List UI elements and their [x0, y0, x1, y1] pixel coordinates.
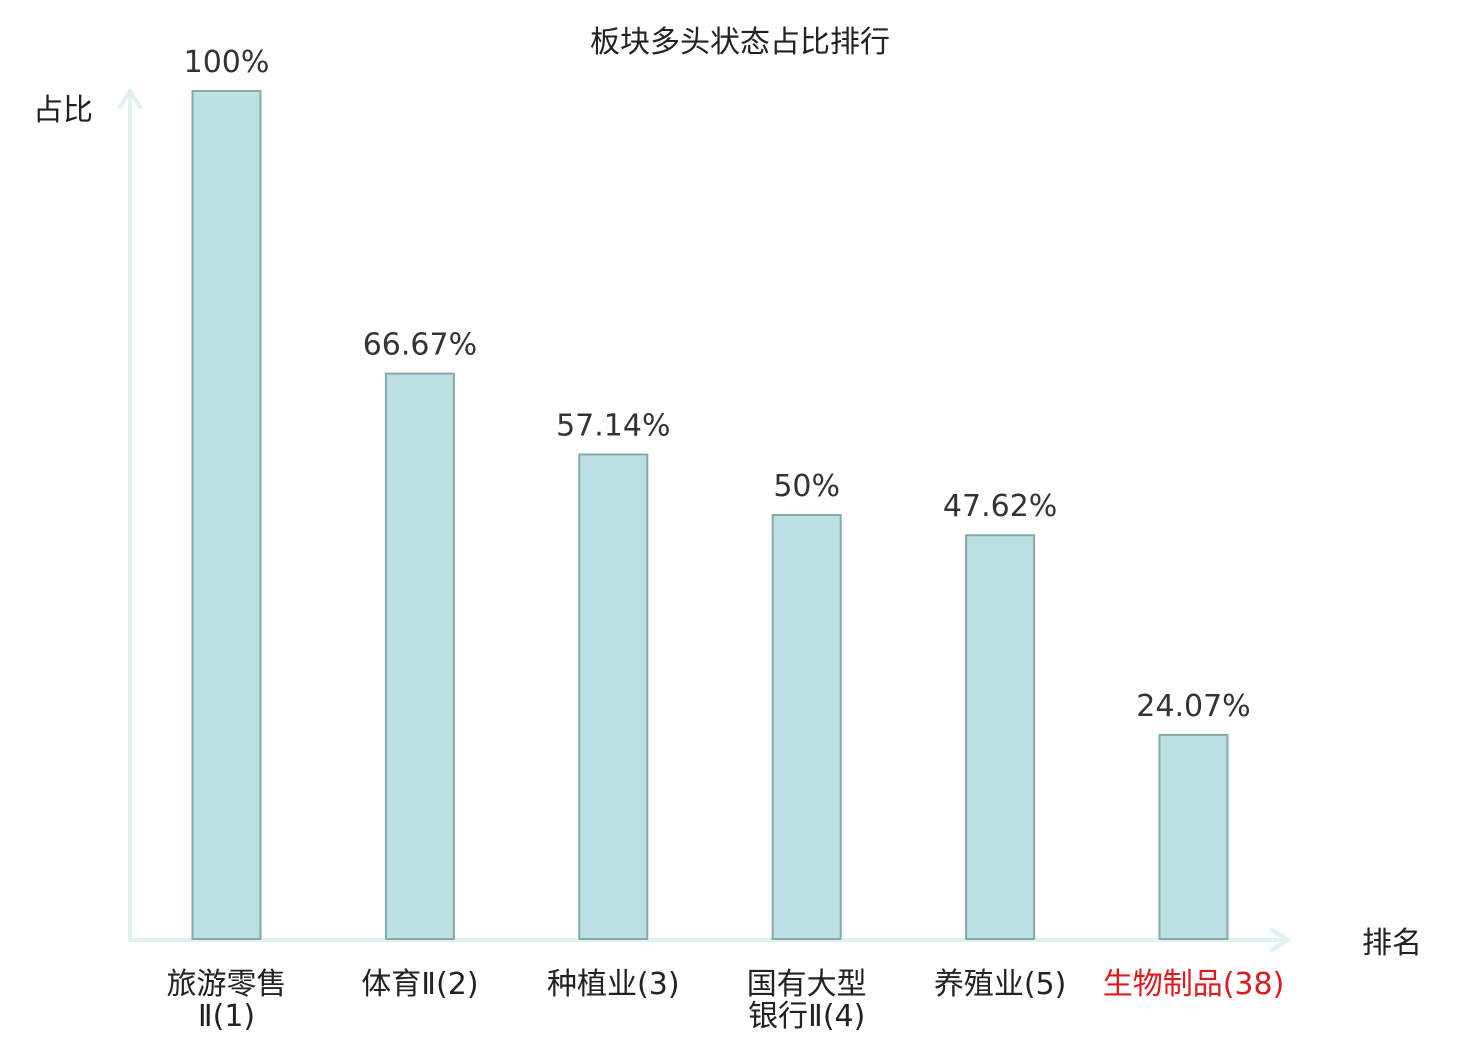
category-label-4: 国有大型银行Ⅱ(4) [747, 967, 867, 1034]
category-labels-group: 旅游零售 Ⅱ(1) 体育Ⅱ(2) 种植业(3) 国有大型银行Ⅱ(4) 养殖业(5) 生物制品… [167, 967, 1285, 1034]
value-label-6: 24.07% [1136, 689, 1250, 724]
bar-2 [384, 372, 455, 941]
bar-4 [771, 514, 842, 940]
value-labels-group: 100% 66.67% 57.14% 50% 47.62% 24.07% [184, 45, 1251, 724]
axes [118, 89, 1290, 952]
category-label-3: 种植业(3) [547, 967, 680, 1002]
value-label-1: 100% [184, 45, 270, 80]
chart-title: 板块多头状态占比排行 [590, 25, 890, 60]
value-label-3: 57.14% [556, 409, 670, 444]
category-label-1: 旅游零售 Ⅱ(1) [167, 967, 287, 1034]
bars-group [191, 90, 1229, 941]
bar-1 [191, 90, 262, 940]
bar-6 [1158, 733, 1229, 941]
value-label-4: 50% [773, 469, 840, 504]
y-axis-label: 占比 [33, 93, 93, 128]
category-label-5: 养殖业(5) [934, 967, 1067, 1002]
value-label-5: 47.62% [943, 489, 1057, 524]
bar-5 [965, 534, 1036, 940]
category-label-6: 生物制品(38) [1103, 967, 1285, 1002]
bar-3 [578, 453, 649, 940]
y-axis-arrowhead [118, 89, 142, 109]
category-label-2: 体育Ⅱ(2) [361, 967, 478, 1002]
x-axis-arrowhead [1270, 928, 1290, 952]
value-label-2: 66.67% [363, 328, 477, 363]
x-axis-label: 排名 [1362, 926, 1422, 961]
